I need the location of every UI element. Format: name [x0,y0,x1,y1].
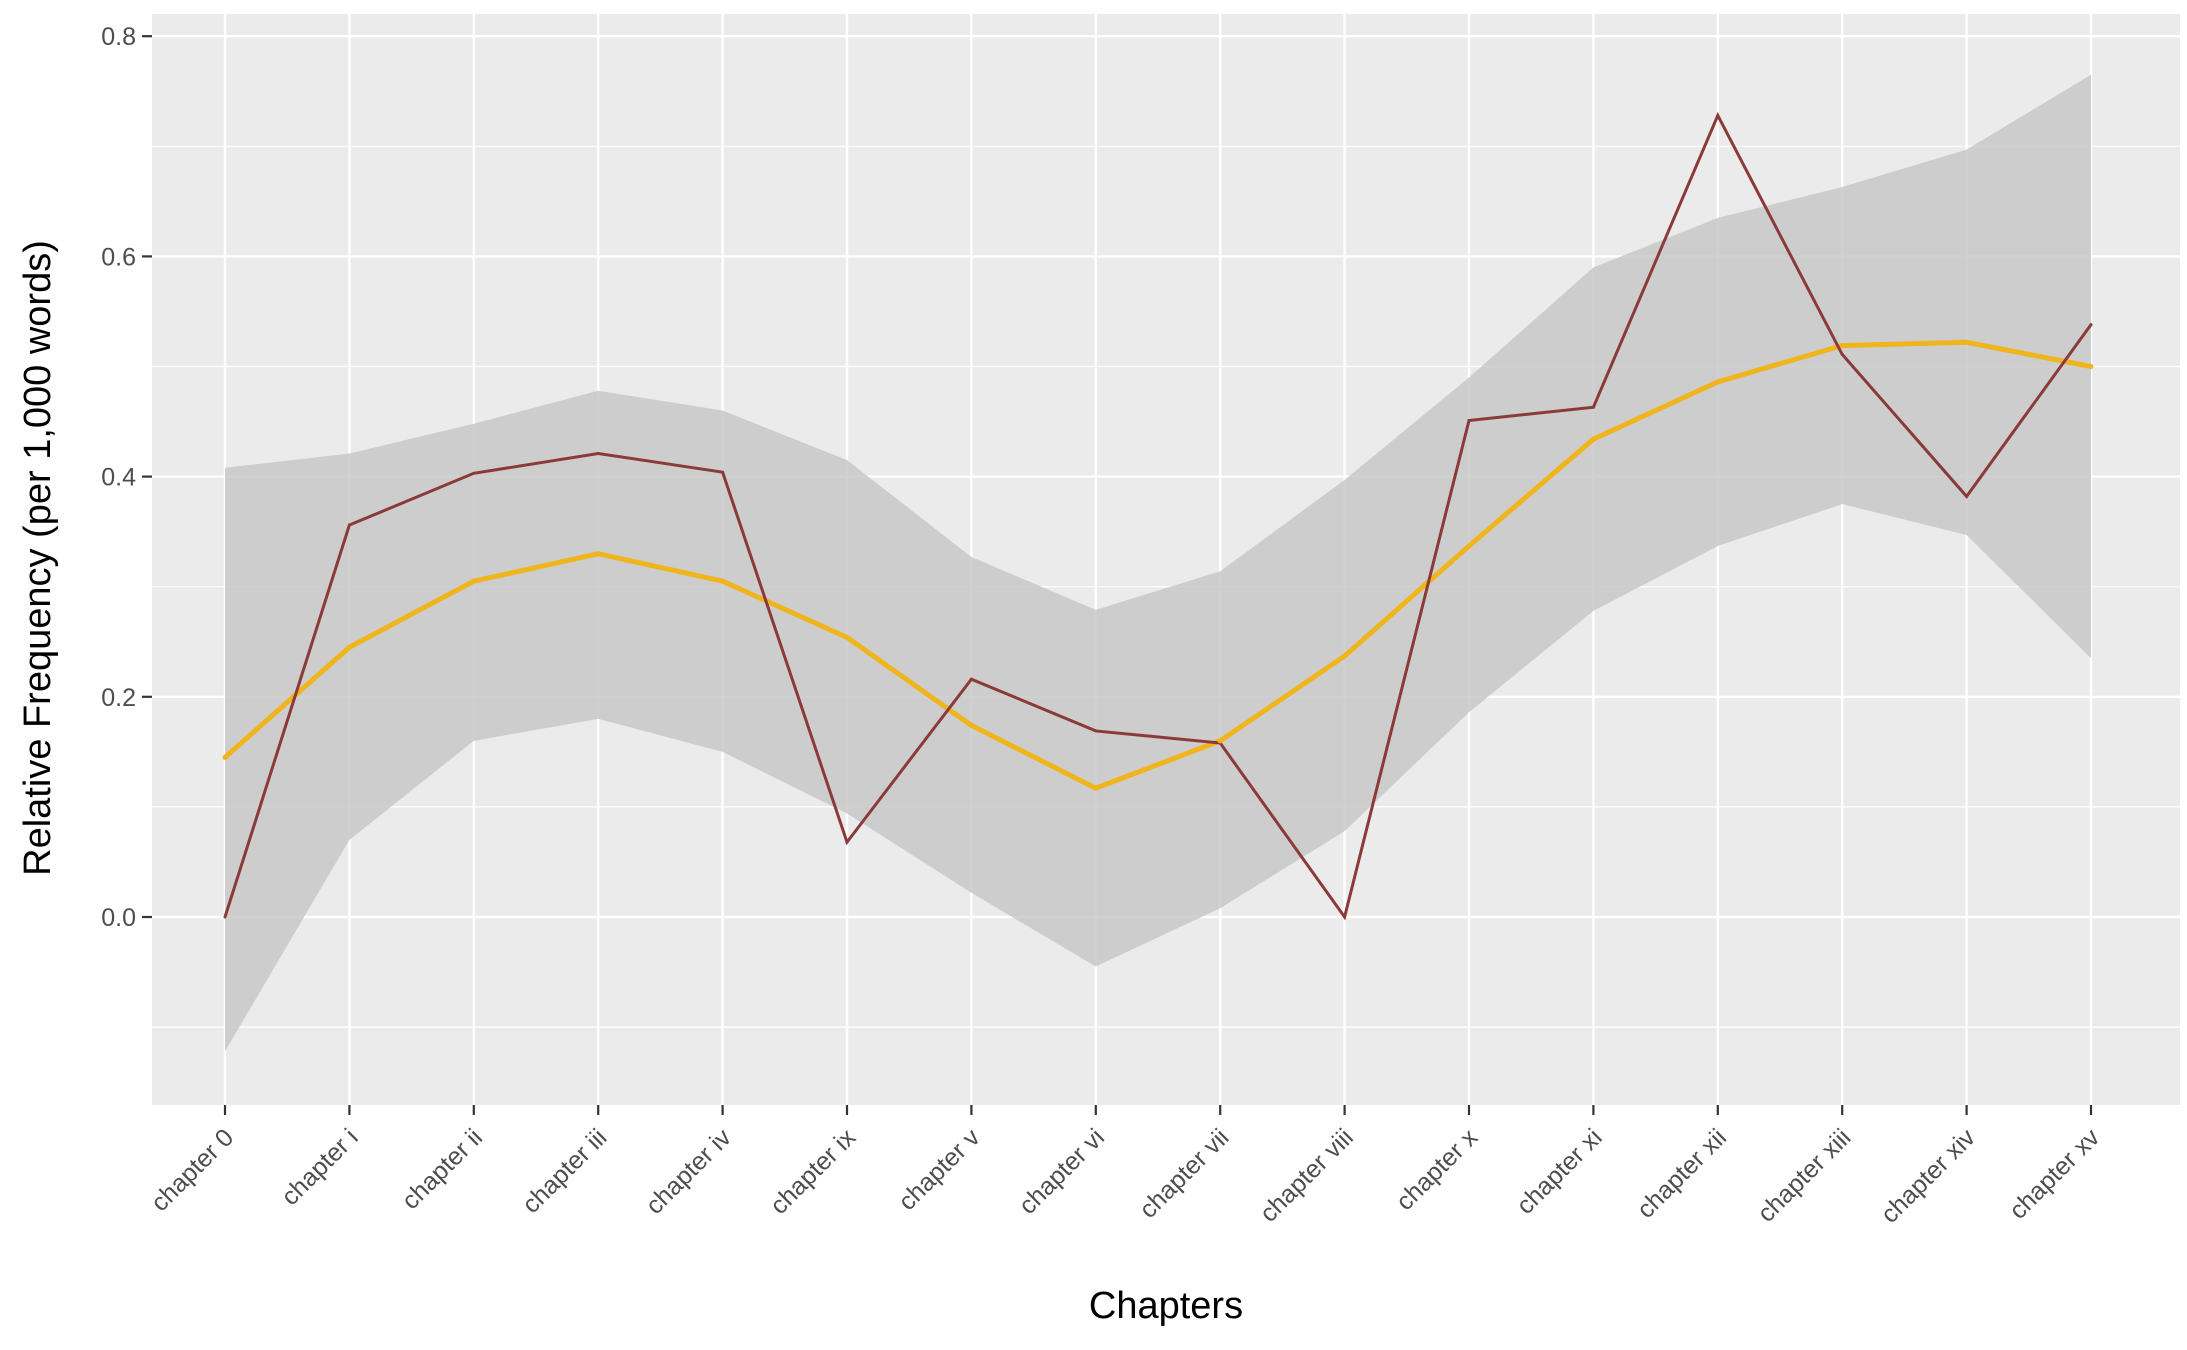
observed-point [1840,352,1844,356]
y-tick-label: 0.6 [101,243,136,271]
smoothed-point [1093,785,1099,791]
smoothed-point [222,754,228,760]
smoothed-points [222,339,2094,791]
observed-point [596,451,600,455]
y-tick-label: 0.4 [101,464,136,492]
smoothed-point [346,644,352,650]
observed-point [721,470,725,474]
observed-point [2089,323,2093,327]
x-axis-title: Chapters [1089,1285,1243,1327]
y-axis: 0.0 0.2 0.4 0.6 0.8 [101,23,152,932]
confidence-band [225,74,2091,1052]
smoothed-point [968,722,974,728]
y-tick-label: 0.2 [101,684,136,712]
observed-point [472,471,476,475]
observed-point [845,840,849,844]
observed-point [1591,405,1595,409]
smoothed-point [1342,653,1348,659]
smoothed-point [471,578,477,584]
smoothed-point [2088,364,2094,369]
smoothed-point [1466,543,1472,549]
observed-point [969,677,973,681]
observed-point [1094,729,1098,733]
smoothed-point [1839,343,1845,349]
smoothed-point [1964,339,1970,345]
observed-point [1716,113,1720,117]
smoothed-point [720,578,726,584]
smoothed-point [1715,379,1721,385]
observed-point [1467,418,1471,422]
smoothed-point [1217,738,1223,744]
y-tick-label: 0.8 [101,23,136,51]
smoothed-point [844,634,850,640]
smoothed-point [1590,436,1596,442]
observed-point [347,523,351,527]
observed-frequency-line [223,111,2093,921]
smoothed-point [595,551,601,557]
observed-point [223,915,227,919]
observed-point [1965,494,1969,498]
y-tick-label: 0.0 [101,904,136,932]
y-axis-title: Relative Frequency (per 1,000 words) [17,240,59,876]
observed-point [1343,915,1347,919]
smoothed-trend-line [223,339,2092,791]
observed-points [223,113,2093,919]
